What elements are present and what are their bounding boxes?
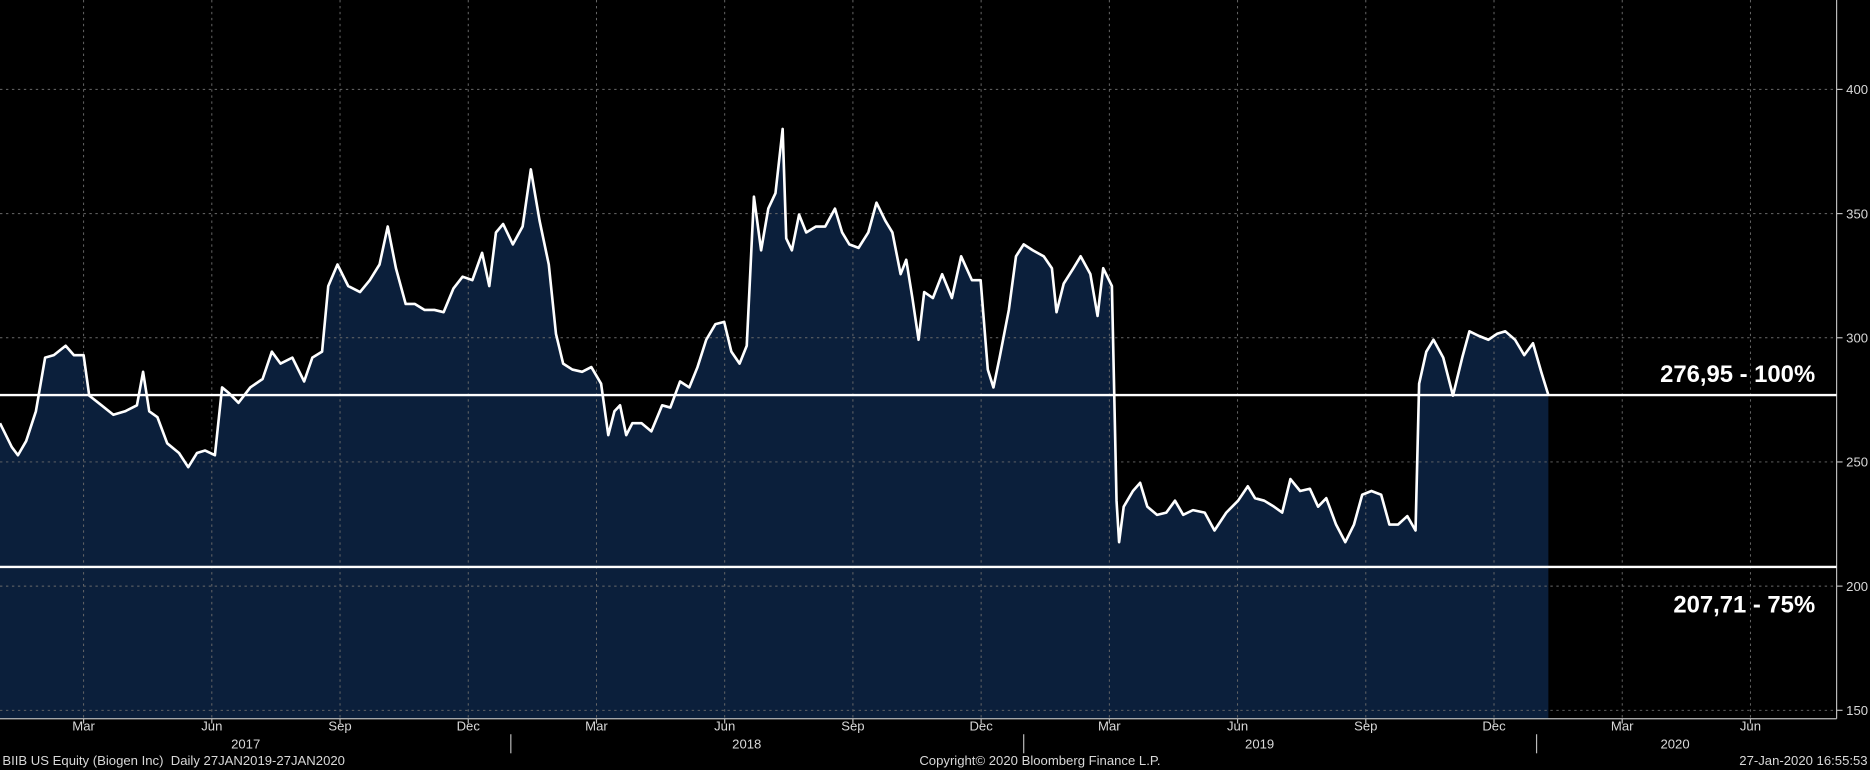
x-tick-label: Jun (1227, 719, 1248, 734)
y-tick-label: 200 (1846, 579, 1868, 594)
year-label: 2019 (1245, 737, 1274, 752)
level-label: 276,95 - 100% (1660, 361, 1815, 388)
year-label: 2018 (732, 737, 761, 752)
x-tick-label: Sep (1354, 719, 1377, 734)
y-tick-label: 150 (1846, 703, 1868, 718)
y-tick-label: 250 (1846, 455, 1868, 470)
footer-copyright: Copyright© 2020 Bloomberg Finance L.P. (919, 753, 1160, 768)
footer-security: BIIB US Equity (Biogen Inc) Daily 27JAN2… (2, 753, 345, 768)
x-tick-label: Sep (841, 719, 864, 734)
x-tick-label: Mar (1611, 719, 1634, 734)
y-tick-label: 350 (1846, 206, 1868, 221)
y-tick-label: 300 (1846, 331, 1868, 346)
x-tick-label: Dec (969, 719, 993, 734)
x-tick-label: Sep (328, 719, 351, 734)
x-tick-label: Mar (72, 719, 95, 734)
year-label: 2020 (1660, 737, 1689, 752)
x-tick-label: Jun (714, 719, 735, 734)
footer-timestamp: 27-Jan-2020 16:55:53 (1739, 753, 1867, 768)
area (0, 128, 1549, 719)
x-tick-label: Jun (1740, 719, 1761, 734)
x-tick-label: Mar (585, 719, 608, 734)
x-tick-label: Mar (1098, 719, 1121, 734)
x-tick-label: Dec (1482, 719, 1506, 734)
x-tick-label: Dec (457, 719, 481, 734)
y-tick-label: 400 (1846, 82, 1868, 97)
x-tick-label: Jun (201, 719, 222, 734)
year-label: 2017 (231, 737, 260, 752)
level-label: 207,71 - 75% (1673, 591, 1815, 618)
price-line (0, 127, 1550, 544)
